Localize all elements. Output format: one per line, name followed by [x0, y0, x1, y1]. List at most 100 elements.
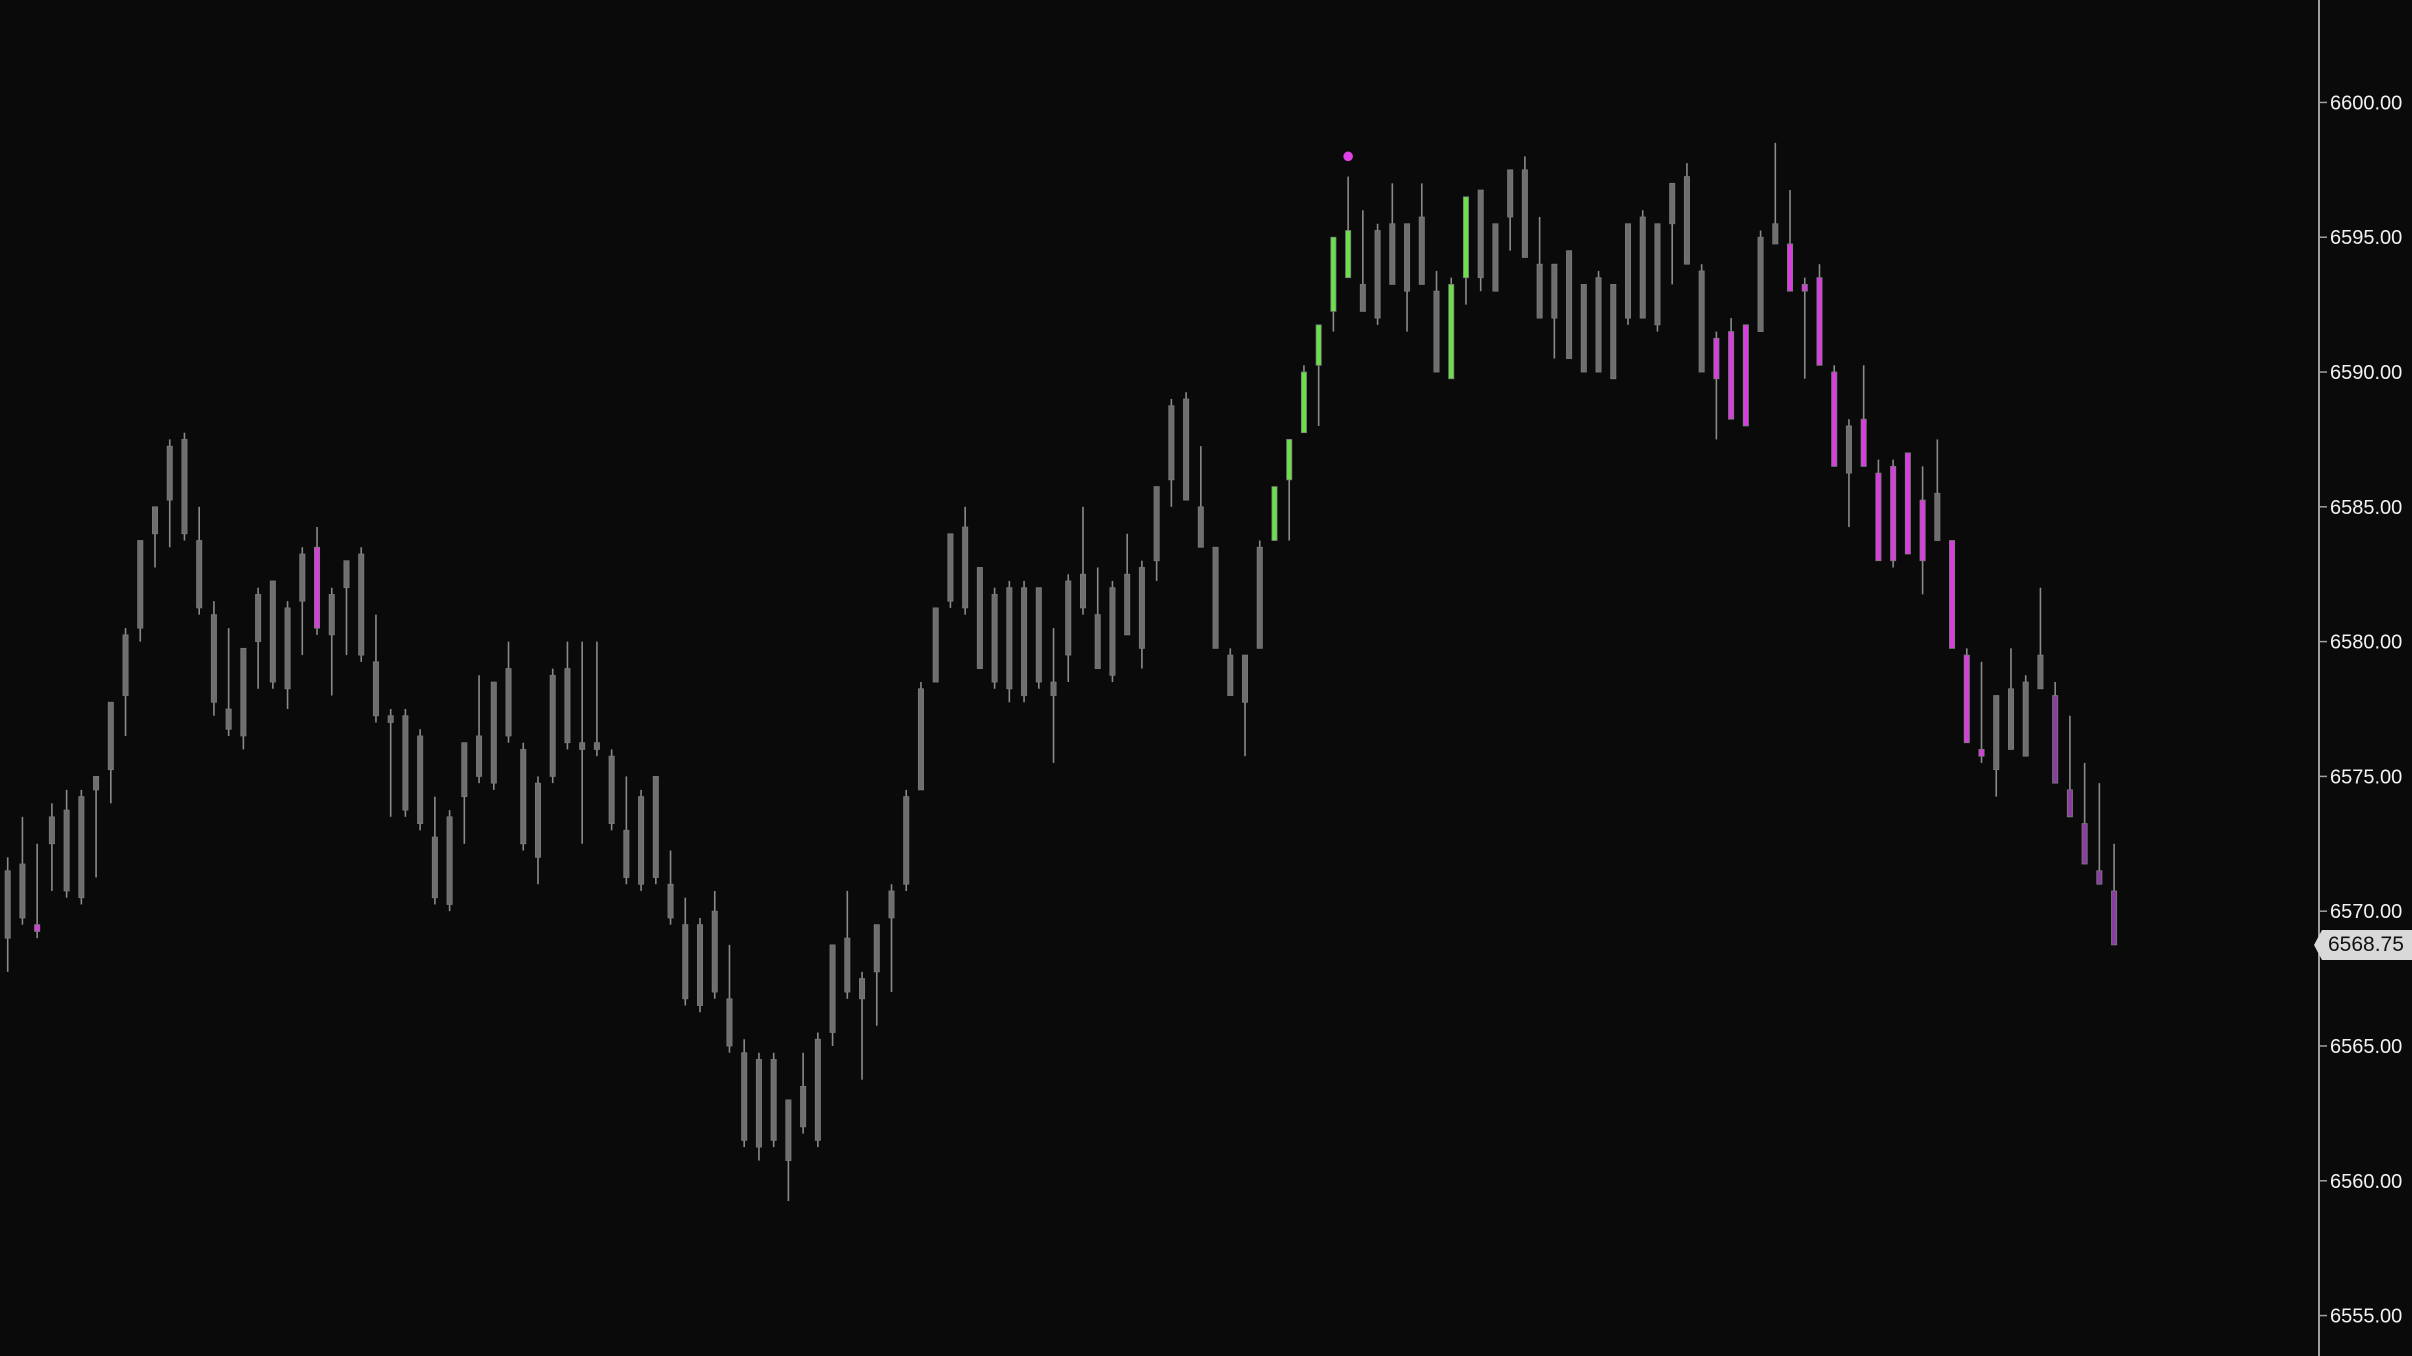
candle-body — [476, 735, 483, 777]
candle-body — [461, 742, 468, 798]
candle — [1050, 628, 1057, 763]
candle — [800, 1052, 807, 1134]
candle-body — [844, 937, 851, 993]
candle-body — [1477, 189, 1484, 279]
candle — [873, 924, 880, 1026]
candle-body — [2052, 695, 2059, 784]
candle — [1168, 398, 1175, 507]
candle — [1094, 567, 1101, 669]
candle-body — [2096, 870, 2103, 885]
price-tick-label: 6600.00 — [2330, 92, 2402, 114]
candle — [638, 789, 645, 891]
candle — [1521, 156, 1528, 258]
price-tick-label: 6575.00 — [2330, 766, 2402, 788]
candle — [2096, 783, 2103, 885]
candle — [520, 742, 527, 851]
candle — [976, 567, 983, 669]
candle-body — [1801, 284, 1808, 292]
price-tick-label: 6595.00 — [2330, 227, 2402, 249]
candle-body — [1580, 284, 1587, 373]
candle — [461, 742, 468, 844]
candle — [1728, 318, 1735, 420]
candle-body — [151, 506, 158, 535]
candle — [240, 647, 247, 750]
candle — [1300, 365, 1307, 434]
candle-body — [1242, 654, 1249, 703]
candle — [358, 547, 365, 662]
candle-body — [299, 553, 306, 602]
candle-body — [1536, 263, 1543, 319]
candle — [1433, 270, 1440, 373]
candle-body — [1610, 284, 1617, 380]
candle-body — [2066, 789, 2073, 818]
candle-body — [1256, 546, 1263, 649]
price-tick-label: 6565.00 — [2330, 1036, 2402, 1058]
candle — [962, 506, 969, 615]
candle-body — [814, 1038, 821, 1141]
candle — [755, 1052, 762, 1161]
candle — [1079, 506, 1086, 615]
price-tick-label: 6580.00 — [2330, 632, 2402, 654]
candle-body — [1993, 695, 2000, 771]
candle-body — [1934, 492, 1941, 541]
candle-body — [962, 526, 969, 609]
candle — [299, 547, 306, 656]
price-tick-label: 6570.00 — [2330, 901, 2402, 923]
candle-body — [1772, 223, 1779, 245]
candle-body — [741, 1052, 748, 1141]
candle — [1772, 142, 1779, 245]
candle — [667, 850, 674, 925]
candle-body — [166, 445, 173, 501]
candle — [1683, 163, 1690, 265]
candle — [1551, 263, 1558, 359]
candle-body — [593, 742, 600, 750]
candle — [1816, 264, 1823, 366]
price-axis[interactable]: 6555.00 6560.00 6565.00 6570.00 6575.00 6580.… — [2319, 92, 2402, 1328]
candle — [932, 607, 939, 683]
candle-body — [1919, 499, 1926, 562]
candle — [1389, 183, 1396, 285]
candle — [490, 681, 497, 790]
candle — [1227, 648, 1234, 696]
price-tag-shape — [2314, 929, 2412, 960]
candle — [1757, 230, 1764, 332]
candle — [269, 580, 276, 689]
candle-body — [431, 836, 438, 899]
markers-layer — [1343, 151, 1353, 162]
candle — [903, 789, 910, 891]
candle — [593, 641, 600, 757]
candle-body — [1890, 465, 1897, 562]
candle — [1610, 284, 1617, 380]
candle-body — [255, 594, 262, 643]
candle-body — [1507, 169, 1514, 218]
candle-body — [1698, 270, 1705, 373]
candle — [1875, 459, 1882, 562]
candle-body — [873, 924, 880, 973]
candle — [417, 729, 424, 831]
candle-body — [1109, 587, 1116, 676]
candle — [1919, 466, 1926, 595]
candle-body — [1404, 223, 1411, 292]
candle-body — [638, 796, 645, 885]
candle — [1448, 277, 1455, 380]
candle-body — [1816, 277, 1823, 366]
candle-body — [1035, 587, 1042, 683]
candle-body — [181, 439, 188, 535]
candle — [1669, 182, 1676, 285]
candle-body — [1227, 654, 1234, 696]
candle — [1021, 580, 1028, 703]
last-price-tag: 6568.75 — [2314, 929, 2412, 960]
candle — [1256, 540, 1263, 649]
candle — [991, 587, 998, 689]
candle — [2022, 675, 2029, 757]
candle-body — [1079, 573, 1086, 609]
candle-body — [314, 546, 321, 629]
candle-body — [2081, 823, 2088, 865]
candle — [1625, 223, 1632, 325]
candle — [2052, 682, 2059, 784]
candle — [549, 668, 556, 784]
candle-body — [2022, 681, 2029, 757]
candle — [1492, 223, 1499, 292]
candle-body — [210, 614, 217, 703]
